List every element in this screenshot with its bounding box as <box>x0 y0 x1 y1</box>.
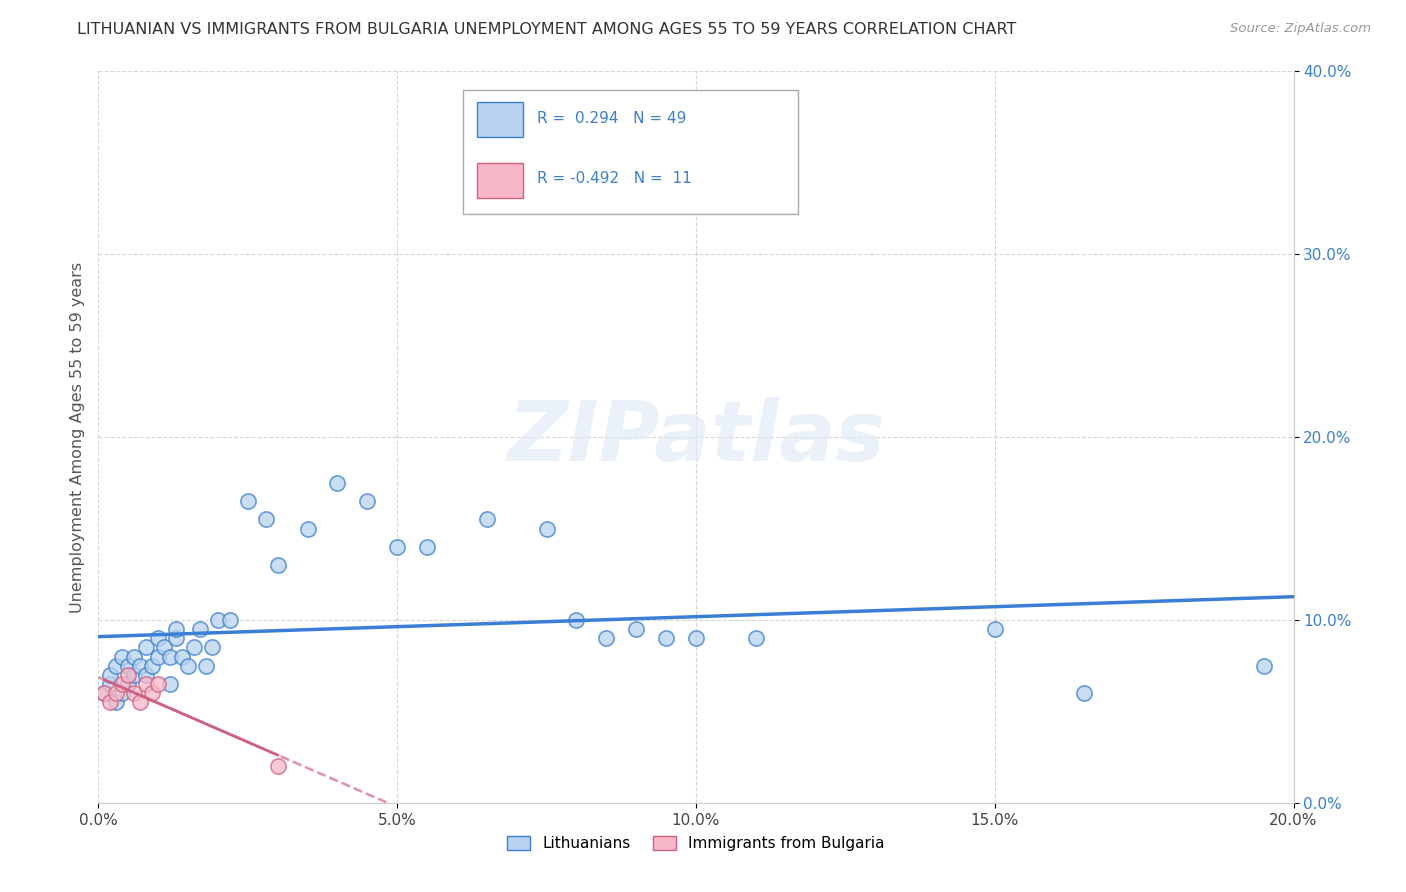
FancyBboxPatch shape <box>463 90 797 214</box>
Point <box>356 494 378 508</box>
Point <box>111 649 134 664</box>
Point <box>685 632 707 646</box>
FancyBboxPatch shape <box>477 163 523 198</box>
Point <box>148 649 170 664</box>
Point <box>626 622 648 636</box>
Point <box>98 667 122 681</box>
FancyBboxPatch shape <box>477 102 523 137</box>
Point <box>98 695 122 709</box>
Point <box>195 658 218 673</box>
Point <box>117 667 139 681</box>
Point <box>135 640 157 655</box>
Point <box>93 686 115 700</box>
Text: LITHUANIAN VS IMMIGRANTS FROM BULGARIA UNEMPLOYMENT AMONG AGES 55 TO 59 YEARS CO: LITHUANIAN VS IMMIGRANTS FROM BULGARIA U… <box>77 22 1017 37</box>
Point <box>117 658 139 673</box>
Point <box>267 558 290 573</box>
Point <box>177 658 200 673</box>
Point <box>129 695 152 709</box>
Point <box>105 658 128 673</box>
Point <box>111 686 134 700</box>
Point <box>165 622 187 636</box>
Point <box>201 640 224 655</box>
Point <box>745 632 768 646</box>
Point <box>159 649 181 664</box>
Point <box>595 632 617 646</box>
Point <box>326 475 349 490</box>
Point <box>129 658 152 673</box>
Point <box>188 622 211 636</box>
Point <box>655 632 678 646</box>
Point <box>236 494 259 508</box>
Legend: Lithuanians, Immigrants from Bulgaria: Lithuanians, Immigrants from Bulgaria <box>501 830 891 857</box>
Point <box>267 759 290 773</box>
Point <box>124 649 146 664</box>
Point <box>165 632 187 646</box>
Point <box>148 632 170 646</box>
Point <box>159 677 181 691</box>
Point <box>141 686 163 700</box>
Text: ZIPatlas: ZIPatlas <box>508 397 884 477</box>
Point <box>565 613 588 627</box>
Point <box>219 613 242 627</box>
Point <box>536 521 558 535</box>
Point <box>207 613 229 627</box>
Point <box>984 622 1007 636</box>
Text: Source: ZipAtlas.com: Source: ZipAtlas.com <box>1230 22 1371 36</box>
Point <box>475 512 498 526</box>
Point <box>153 640 176 655</box>
Point <box>93 686 115 700</box>
Point <box>124 667 146 681</box>
Point <box>117 677 139 691</box>
Point <box>124 686 146 700</box>
Point <box>135 677 157 691</box>
Point <box>1073 686 1095 700</box>
Point <box>1253 658 1275 673</box>
Point <box>105 686 128 700</box>
Point <box>183 640 205 655</box>
Point <box>254 512 277 526</box>
Point <box>98 677 122 691</box>
Point <box>105 695 128 709</box>
Text: R =  0.294   N = 49: R = 0.294 N = 49 <box>537 112 686 127</box>
Point <box>416 540 439 554</box>
Point <box>141 658 163 673</box>
Point <box>148 677 170 691</box>
Point <box>385 540 409 554</box>
Point <box>172 649 194 664</box>
Y-axis label: Unemployment Among Ages 55 to 59 years: Unemployment Among Ages 55 to 59 years <box>69 261 84 613</box>
Point <box>111 677 134 691</box>
Point <box>297 521 319 535</box>
Text: R = -0.492   N =  11: R = -0.492 N = 11 <box>537 171 692 186</box>
Point <box>135 667 157 681</box>
